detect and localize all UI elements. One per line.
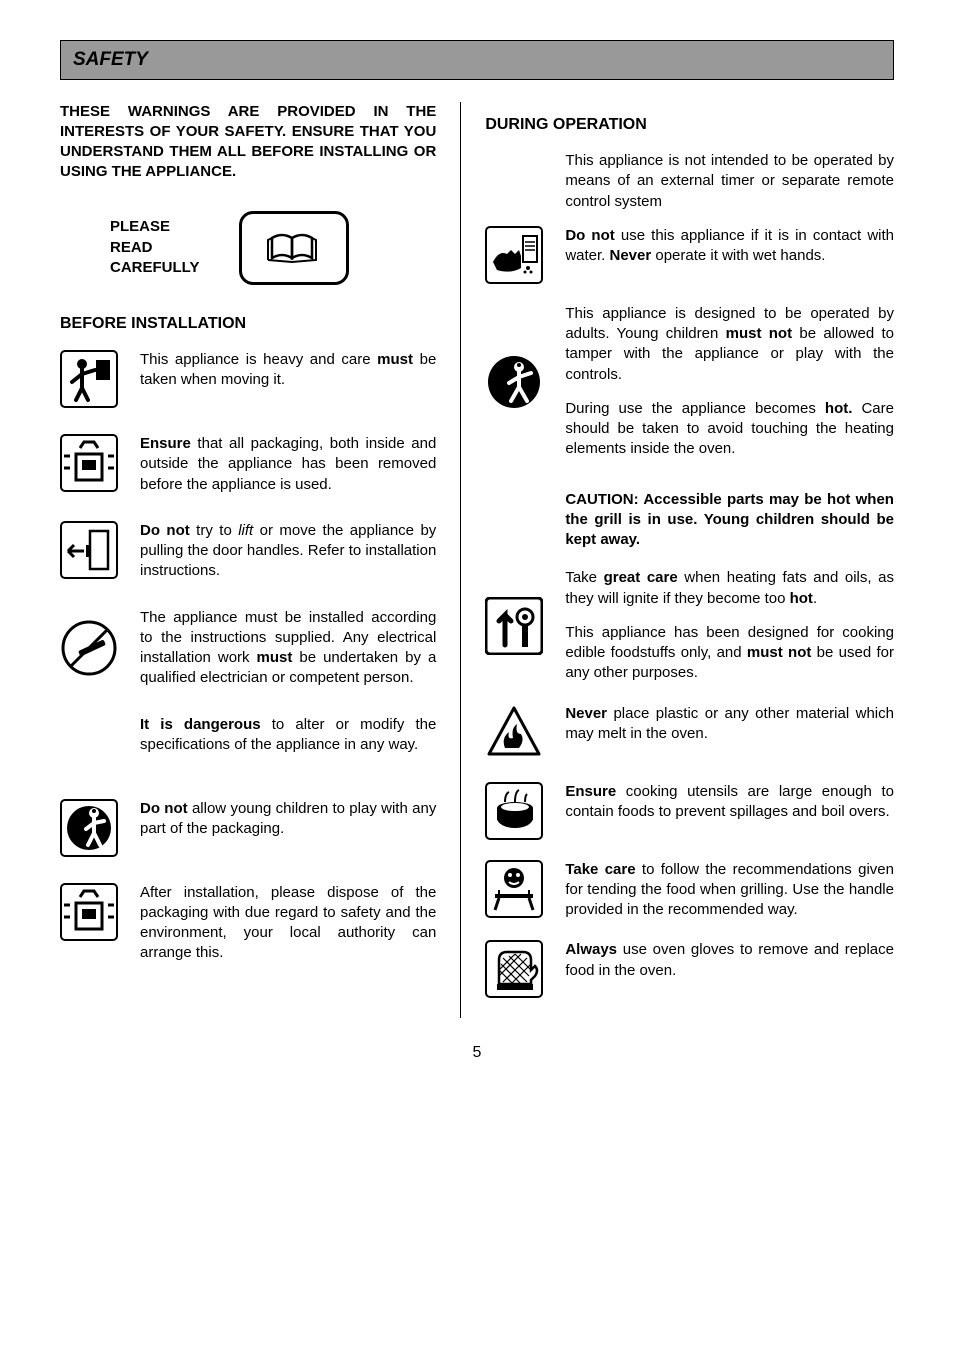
t: operate it with wet hands. bbox=[651, 247, 825, 264]
t: This appliance is heavy and care bbox=[140, 351, 377, 368]
item-lift-text: Do not try to lift or move the appliance… bbox=[140, 521, 436, 582]
caution-grill: CAUTION: Accessible parts may be hot whe… bbox=[565, 490, 894, 551]
section-header: SAFETY bbox=[60, 40, 894, 80]
left-column: THESE WARNINGS ARE PROVIDED IN THE INTER… bbox=[60, 102, 460, 1019]
item-packaging: Ensure that all packaging, both inside a… bbox=[60, 434, 436, 495]
item-gloves-text: Always use oven gloves to remove and rep… bbox=[565, 940, 894, 981]
t: Always bbox=[565, 941, 617, 958]
t: It is dangerous bbox=[140, 716, 261, 733]
p-ext-timer: This appliance is not intended to be ope… bbox=[565, 151, 894, 212]
t: Do not bbox=[140, 522, 190, 539]
hand-appliance-icon bbox=[485, 226, 543, 284]
t: lift bbox=[238, 522, 253, 539]
pot-icon bbox=[485, 782, 543, 840]
item-utensils: Ensure cooking utensils are large enough… bbox=[485, 782, 894, 840]
right-column: DURING OPERATION This appliance is not i… bbox=[460, 102, 894, 1019]
t: During use the appliance becomes bbox=[565, 400, 825, 417]
t: Never bbox=[610, 247, 652, 264]
item-adults: This appliance is designed to be operate… bbox=[485, 304, 894, 460]
item-dispose: After installation, please dispose of th… bbox=[60, 883, 436, 964]
item-grill-text: Take care to follow the recommendations … bbox=[565, 860, 894, 921]
item-danger: It is dangerous to alter or modify the s… bbox=[60, 715, 436, 773]
book-icon bbox=[239, 211, 349, 285]
item-adults-text: This appliance is designed to be operate… bbox=[565, 304, 894, 460]
t: . bbox=[813, 590, 817, 607]
two-column-layout: THESE WARNINGS ARE PROVIDED IN THE INTER… bbox=[60, 102, 894, 1019]
t: hot. bbox=[825, 400, 853, 417]
t: Do not bbox=[140, 800, 188, 817]
item-danger-text: It is dangerous to alter or modify the s… bbox=[140, 715, 436, 756]
item-water-text: Do not use this appliance if it is in co… bbox=[565, 226, 894, 267]
item-plastic-text: Never place plastic or any other materia… bbox=[565, 704, 894, 745]
item-children-pkg-text: Do not allow young children to play with… bbox=[140, 799, 436, 840]
no-diy-icon bbox=[60, 619, 118, 677]
t: Take bbox=[565, 569, 603, 586]
lifting-icon bbox=[60, 350, 118, 408]
heat-warning-icon bbox=[485, 597, 543, 655]
grill-icon bbox=[485, 860, 543, 918]
page-number: 5 bbox=[60, 1042, 894, 1064]
item-packaging-text: Ensure that all packaging, both inside a… bbox=[140, 434, 436, 495]
t: Ensure bbox=[565, 783, 616, 800]
t: must bbox=[257, 649, 293, 666]
item-lift: Do not try to lift or move the appliance… bbox=[60, 521, 436, 582]
t: Do not bbox=[565, 227, 614, 244]
t: hot bbox=[790, 590, 813, 607]
no-pull-icon bbox=[60, 521, 118, 579]
dispose-icon bbox=[60, 883, 118, 941]
t: must bbox=[377, 351, 413, 368]
oven-glove-icon bbox=[485, 940, 543, 998]
t: great care bbox=[604, 569, 678, 586]
child-circle-icon bbox=[485, 353, 543, 411]
item-install-text: The appliance must be installed accordin… bbox=[140, 608, 436, 689]
item-heavy: This appliance is heavy and care must be… bbox=[60, 350, 436, 408]
item-gloves: Always use oven gloves to remove and rep… bbox=[485, 940, 894, 998]
t: Take care bbox=[565, 861, 635, 878]
during-operation-heading: DURING OPERATION bbox=[485, 114, 894, 136]
child-safety-icon bbox=[60, 799, 118, 857]
read-carefully-row: PLEASE READ CAREFULLY bbox=[110, 211, 436, 285]
t: try to bbox=[190, 522, 238, 539]
t: must not bbox=[726, 325, 792, 342]
block-ext-timer: This appliance is not intended to be ope… bbox=[565, 151, 894, 212]
read-carefully-label: PLEASE READ CAREFULLY bbox=[110, 217, 199, 278]
intro-warning: THESE WARNINGS ARE PROVIDED IN THE INTER… bbox=[60, 102, 436, 183]
item-utensils-text: Ensure cooking utensils are large enough… bbox=[565, 782, 894, 823]
unpack-icon bbox=[60, 434, 118, 492]
item-grill: Take care to follow the recommendations … bbox=[485, 860, 894, 921]
item-children-pkg: Do not allow young children to play with… bbox=[60, 799, 436, 857]
item-plastic: Never place plastic or any other materia… bbox=[485, 704, 894, 762]
t: must not bbox=[747, 644, 811, 661]
section-title: SAFETY bbox=[73, 47, 881, 73]
item-heavy-text: This appliance is heavy and care must be… bbox=[140, 350, 436, 391]
t: Never bbox=[565, 705, 607, 722]
item-fats: Take great care when heating fats and oi… bbox=[485, 568, 894, 683]
t: Ensure bbox=[140, 435, 191, 452]
flame-icon bbox=[485, 704, 543, 762]
before-installation-heading: BEFORE INSTALLATION bbox=[60, 313, 436, 335]
item-water: Do not use this appliance if it is in co… bbox=[485, 226, 894, 284]
item-fats-text: Take great care when heating fats and oi… bbox=[565, 568, 894, 683]
item-install: The appliance must be installed accordin… bbox=[60, 608, 436, 689]
t: place plastic or any other material whic… bbox=[565, 705, 894, 742]
item-dispose-text: After installation, please dispose of th… bbox=[140, 883, 436, 964]
